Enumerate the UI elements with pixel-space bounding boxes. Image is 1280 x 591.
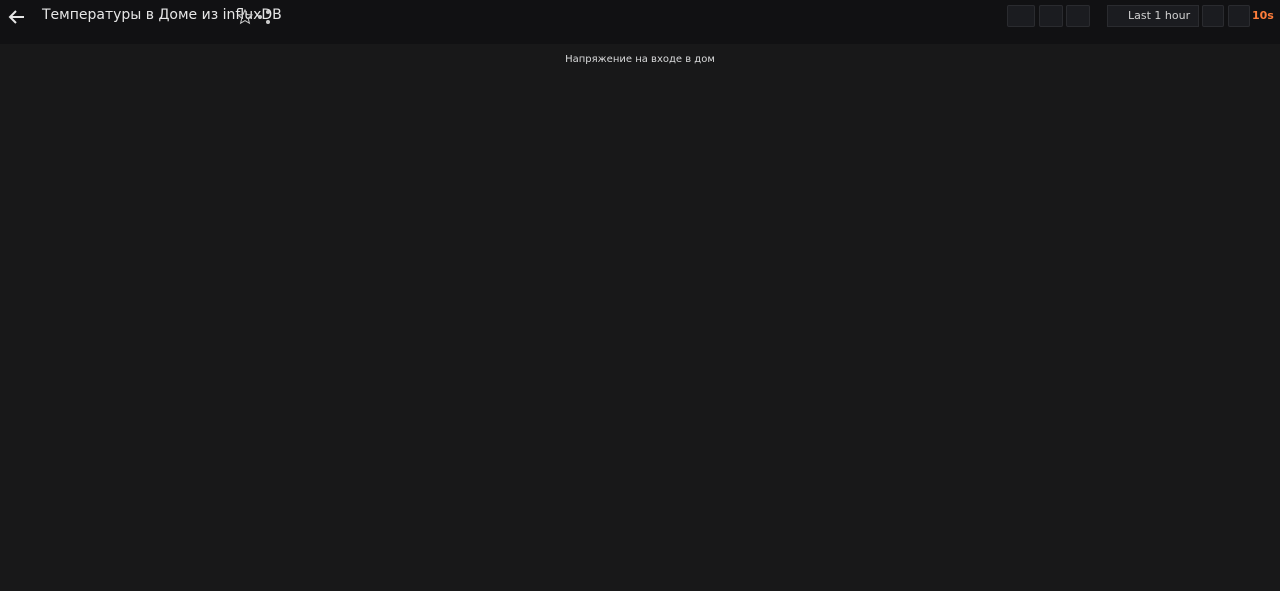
add-panel-button[interactable] [1007,5,1035,27]
dashboard-title: Температуры в Доме из influxDB [42,7,282,23]
settings-button[interactable] [1066,5,1090,27]
back-button[interactable] [8,8,26,26]
top-bar: Температуры в Доме из influxDB Last 1 ho… [0,0,1280,34]
panel: Напряжение на входе в дом [0,44,1280,591]
save-button[interactable] [1039,5,1063,27]
zoom-out-button[interactable] [1202,5,1224,27]
panel-background [0,44,1280,591]
panel-title: Напряжение на входе в дом [565,54,715,65]
time-picker[interactable]: Last 1 hour [1107,5,1199,27]
refresh-interval[interactable]: 10s [1252,9,1274,22]
title-icons[interactable] [238,9,272,25]
refresh-button[interactable] [1228,5,1250,27]
